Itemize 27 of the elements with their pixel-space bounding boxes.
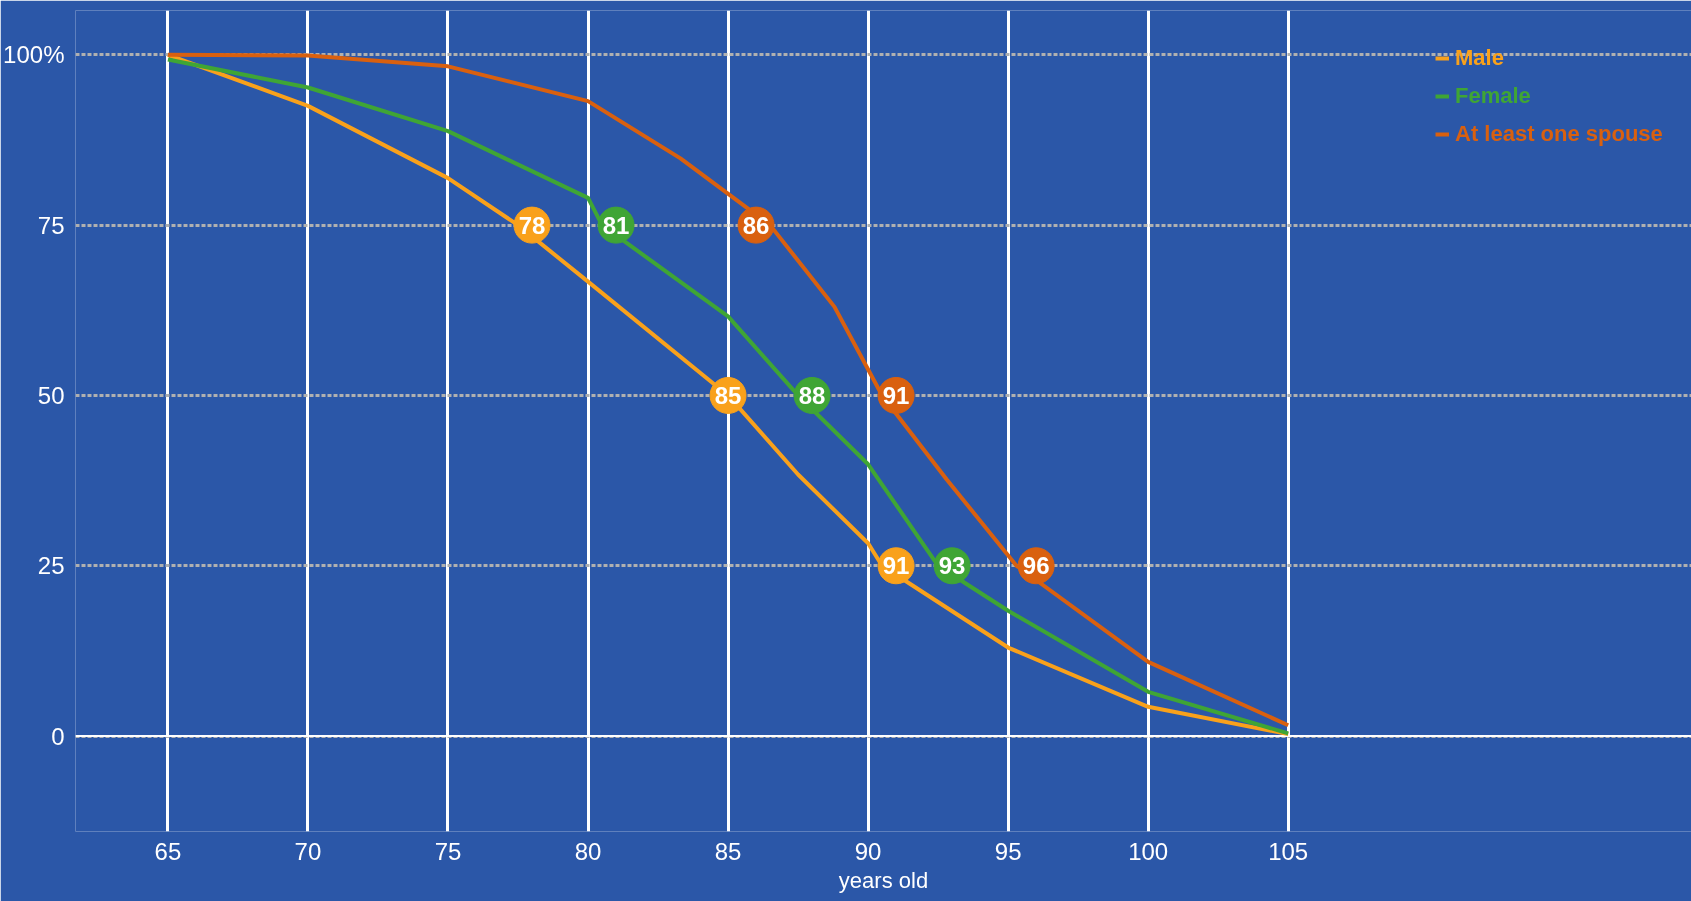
annotation: 93 (938, 552, 966, 580)
y-tick-label: 25 (37, 552, 65, 580)
annotation: 96 (1022, 552, 1050, 580)
x-tick-label: 95 (994, 837, 1022, 865)
annotation: 86 (742, 211, 770, 239)
x-tick-label: 105 (1268, 837, 1309, 865)
y-tick-label: 0 (51, 722, 65, 750)
legend-label: At least one spouse (1455, 121, 1663, 147)
y-tick-label: 100% (3, 41, 65, 69)
legend-label: Female (1455, 83, 1531, 109)
x-tick-label: 90 (854, 837, 882, 865)
annotation: 91 (882, 381, 910, 409)
y-tick-label: 75 (37, 211, 65, 239)
x-axis-title: years old (838, 867, 929, 893)
annotation: 78 (518, 211, 546, 239)
x-tick-label: 75 (434, 837, 462, 865)
annotation: 85 (714, 381, 742, 409)
annotation: 81 (602, 211, 630, 239)
x-tick-label: 80 (574, 837, 602, 865)
x-tick-label: 85 (714, 837, 742, 865)
annotation: 88 (798, 381, 826, 409)
annotation: 91 (882, 552, 910, 580)
x-tick-label: 70 (294, 837, 322, 865)
y-tick-label: 50 (37, 381, 65, 409)
x-tick-label: 65 (154, 837, 182, 865)
legend-label: Male (1455, 45, 1504, 71)
x-tick-label: 100 (1128, 837, 1169, 865)
